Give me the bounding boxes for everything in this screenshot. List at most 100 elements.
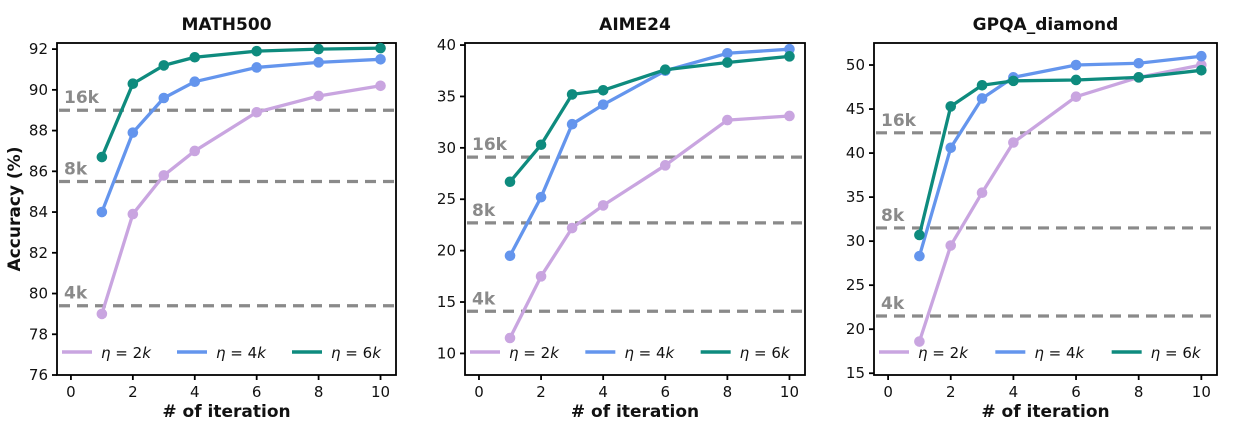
chart-aime24: 0 2 4 6 8 10 10 15 20 25 30 35 40 AIME24 # of iteratio… bbox=[414, 0, 827, 432]
data-point-2 bbox=[96, 151, 108, 163]
y-tick-label: 20 bbox=[846, 320, 865, 338]
legend-label-0: η = 2k bbox=[918, 344, 969, 362]
y-tick-label: 88 bbox=[29, 122, 48, 140]
x-tick-label: 8 bbox=[723, 383, 733, 401]
data-point-1 bbox=[189, 76, 201, 87]
x-tick-label: 8 bbox=[1134, 383, 1144, 401]
y-tick-label: 92 bbox=[29, 40, 48, 58]
legend-label-0: η = 2k bbox=[509, 344, 560, 362]
y-tick-label: 86 bbox=[29, 162, 48, 180]
y-tick-label: 76 bbox=[29, 366, 48, 384]
legend-label-2: η = 6k bbox=[331, 344, 382, 362]
data-point-1 bbox=[313, 57, 324, 68]
data-point-1 bbox=[1133, 57, 1144, 69]
data-point-1 bbox=[96, 206, 108, 218]
x-tick-label: 4 bbox=[190, 383, 200, 401]
budget-hline-label-4k: 4k bbox=[64, 284, 88, 304]
data-point-1 bbox=[976, 93, 988, 104]
legend-label-1: η = 4k bbox=[216, 344, 267, 362]
data-point-0 bbox=[313, 90, 324, 102]
plot-area bbox=[464, 42, 806, 376]
budget-hline-label-8k: 8k bbox=[881, 206, 905, 226]
data-point-0 bbox=[566, 222, 578, 234]
chart-aime24-svg: 0 2 4 6 8 10 10 15 20 25 30 35 40 AIME24 # of iteratio… bbox=[437, 15, 806, 422]
data-point-2 bbox=[722, 57, 733, 68]
data-point-0 bbox=[504, 332, 516, 344]
data-point-2 bbox=[535, 139, 547, 151]
budget-hline-label-8k: 8k bbox=[64, 160, 88, 180]
plot-area bbox=[56, 42, 397, 376]
x-tick-label: 2 bbox=[128, 383, 138, 401]
y-tick-label: 35 bbox=[437, 87, 456, 105]
data-point-2 bbox=[1008, 75, 1019, 87]
chart-math500: 0 2 4 6 8 10 76 78 80 82 84 86 88 90 92 MATH500 # of ite… bbox=[0, 0, 414, 432]
data-point-2 bbox=[1133, 72, 1144, 83]
y-tick-label: 25 bbox=[437, 190, 456, 208]
data-point-2 bbox=[251, 45, 262, 57]
data-point-2 bbox=[566, 89, 578, 100]
y-tick-label: 15 bbox=[437, 293, 456, 311]
data-point-1 bbox=[1070, 59, 1082, 71]
data-point-1 bbox=[566, 118, 578, 130]
data-point-2 bbox=[375, 42, 386, 54]
chart-title: MATH500 bbox=[181, 15, 271, 35]
budget-hline-label-16k: 16k bbox=[472, 135, 508, 155]
x-tick-label: 4 bbox=[598, 383, 608, 401]
chart-title: AIME24 bbox=[599, 15, 671, 35]
data-point-0 bbox=[251, 106, 262, 118]
y-tick-label: 20 bbox=[437, 242, 456, 260]
data-point-1 bbox=[158, 92, 170, 104]
data-point-1 bbox=[127, 127, 139, 138]
data-point-2 bbox=[784, 51, 795, 62]
x-axis-label: # of iteration bbox=[162, 402, 290, 422]
x-tick-label: 10 bbox=[371, 383, 390, 401]
y-tick-label: 90 bbox=[29, 81, 48, 99]
data-point-1 bbox=[251, 62, 262, 73]
data-point-0 bbox=[722, 114, 733, 126]
data-point-0 bbox=[1070, 91, 1082, 103]
x-tick-label: 8 bbox=[314, 383, 324, 401]
legend-label-0: η = 2k bbox=[101, 344, 152, 362]
data-point-0 bbox=[1008, 137, 1019, 148]
y-tick-label: 82 bbox=[29, 244, 48, 262]
y-tick-label: 80 bbox=[29, 285, 48, 303]
legend-label-1: η = 4k bbox=[1034, 344, 1085, 362]
data-point-0 bbox=[784, 110, 795, 122]
data-point-1 bbox=[1196, 50, 1207, 62]
data-point-1 bbox=[722, 47, 733, 59]
x-tick-label: 6 bbox=[252, 383, 262, 401]
chart-gpqa-diamond: 0 2 4 6 8 10 15 20 25 30 35 40 45 50 GPQA_diamond # of … bbox=[827, 0, 1241, 432]
data-point-1 bbox=[914, 250, 925, 262]
y-tick-label: 35 bbox=[846, 188, 865, 206]
data-point-2 bbox=[1070, 74, 1082, 86]
data-point-2 bbox=[597, 84, 609, 96]
data-point-1 bbox=[504, 250, 516, 262]
data-point-2 bbox=[127, 78, 139, 90]
series-line-1 bbox=[508, 47, 792, 258]
data-point-0 bbox=[976, 187, 988, 199]
y-tick-label: 40 bbox=[437, 36, 456, 54]
data-point-1 bbox=[945, 142, 957, 154]
x-tick-label: 6 bbox=[1071, 383, 1081, 401]
data-point-1 bbox=[535, 191, 547, 203]
y-tick-label: 30 bbox=[846, 232, 865, 250]
data-point-0 bbox=[158, 170, 170, 181]
data-point-2 bbox=[659, 64, 671, 76]
data-point-0 bbox=[189, 145, 201, 157]
data-point-0 bbox=[535, 271, 547, 282]
budget-hline-label-8k: 8k bbox=[472, 201, 496, 221]
data-point-2 bbox=[1196, 64, 1207, 76]
y-axis-label: Accuracy (%) bbox=[5, 147, 25, 272]
y-tick-label: 78 bbox=[29, 325, 48, 343]
data-point-0 bbox=[127, 208, 139, 220]
data-point-2 bbox=[158, 60, 170, 71]
chart-gpqa-diamond-svg: 0 2 4 6 8 10 15 20 25 30 35 40 45 50 GPQA_diamond # of … bbox=[846, 15, 1218, 422]
x-tick-label: 10 bbox=[780, 383, 799, 401]
data-point-0 bbox=[375, 80, 386, 92]
y-tick-label: 84 bbox=[29, 203, 48, 221]
legend-label-2: η = 6k bbox=[740, 344, 791, 362]
x-axis-label: # of iteration bbox=[981, 402, 1109, 422]
data-point-0 bbox=[597, 200, 609, 211]
x-tick-label: 2 bbox=[946, 383, 956, 401]
